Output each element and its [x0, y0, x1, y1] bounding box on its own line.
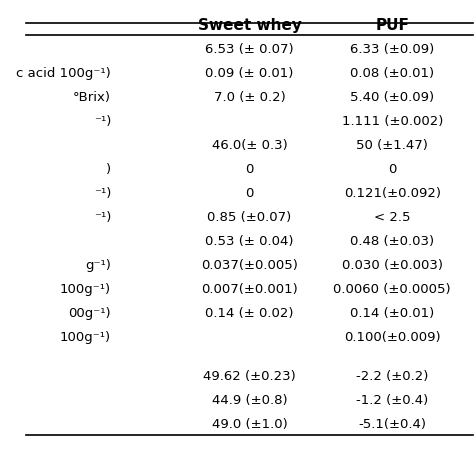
Text: 46.0(± 0.3): 46.0(± 0.3): [211, 139, 287, 152]
Text: 0: 0: [388, 163, 396, 176]
Text: 0.121(±0.092): 0.121(±0.092): [344, 187, 441, 200]
Text: PUF: PUF: [375, 18, 409, 33]
Text: 6.53 (± 0.07): 6.53 (± 0.07): [205, 43, 294, 56]
Text: ⁻¹): ⁻¹): [94, 187, 111, 200]
Text: -5.1(±0.4): -5.1(±0.4): [358, 418, 426, 431]
Text: 6.33 (±0.09): 6.33 (±0.09): [350, 43, 434, 56]
Text: 44.9 (±0.8): 44.9 (±0.8): [212, 394, 287, 407]
Text: 49.0 (±1.0): 49.0 (±1.0): [211, 418, 287, 431]
Text: c acid 100g⁻¹): c acid 100g⁻¹): [17, 67, 111, 80]
Text: 0.14 (± 0.02): 0.14 (± 0.02): [205, 307, 294, 320]
Text: 0.09 (± 0.01): 0.09 (± 0.01): [205, 67, 294, 80]
Text: 0.85 (±0.07): 0.85 (±0.07): [207, 211, 292, 224]
Text: 0.14 (±0.01): 0.14 (±0.01): [350, 307, 434, 320]
Text: -2.2 (±0.2): -2.2 (±0.2): [356, 370, 428, 383]
Text: 1.111 (±0.002): 1.111 (±0.002): [342, 115, 443, 128]
Text: 0.0060 (±0.0005): 0.0060 (±0.0005): [334, 283, 451, 296]
Text: < 2.5: < 2.5: [374, 211, 410, 224]
Text: 0.08 (±0.01): 0.08 (±0.01): [350, 67, 434, 80]
Text: g⁻¹): g⁻¹): [85, 259, 111, 272]
Text: 100g⁻¹): 100g⁻¹): [60, 283, 111, 296]
Text: 0.030 (±0.003): 0.030 (±0.003): [342, 259, 443, 272]
Text: °Brix): °Brix): [73, 91, 111, 104]
Text: 0.48 (±0.03): 0.48 (±0.03): [350, 235, 434, 248]
Text: ⁻¹): ⁻¹): [94, 211, 111, 224]
Text: ): ): [106, 163, 111, 176]
Text: 0.007(±0.001): 0.007(±0.001): [201, 283, 298, 296]
Text: ⁻¹): ⁻¹): [94, 115, 111, 128]
Text: 0.100(±0.009): 0.100(±0.009): [344, 331, 441, 344]
Text: 50 (±1.47): 50 (±1.47): [356, 139, 428, 152]
Text: Sweet whey: Sweet whey: [198, 18, 301, 33]
Text: 00g⁻¹): 00g⁻¹): [69, 307, 111, 320]
Text: 7.0 (± 0.2): 7.0 (± 0.2): [214, 91, 285, 104]
Text: 0.037(±0.005): 0.037(±0.005): [201, 259, 298, 272]
Text: 100g⁻¹): 100g⁻¹): [60, 331, 111, 344]
Text: 5.40 (±0.09): 5.40 (±0.09): [350, 91, 434, 104]
Text: 49.62 (±0.23): 49.62 (±0.23): [203, 370, 296, 383]
Text: -1.2 (±0.4): -1.2 (±0.4): [356, 394, 428, 407]
Text: 0: 0: [245, 187, 254, 200]
Text: 0.53 (± 0.04): 0.53 (± 0.04): [205, 235, 294, 248]
Text: 0: 0: [245, 163, 254, 176]
